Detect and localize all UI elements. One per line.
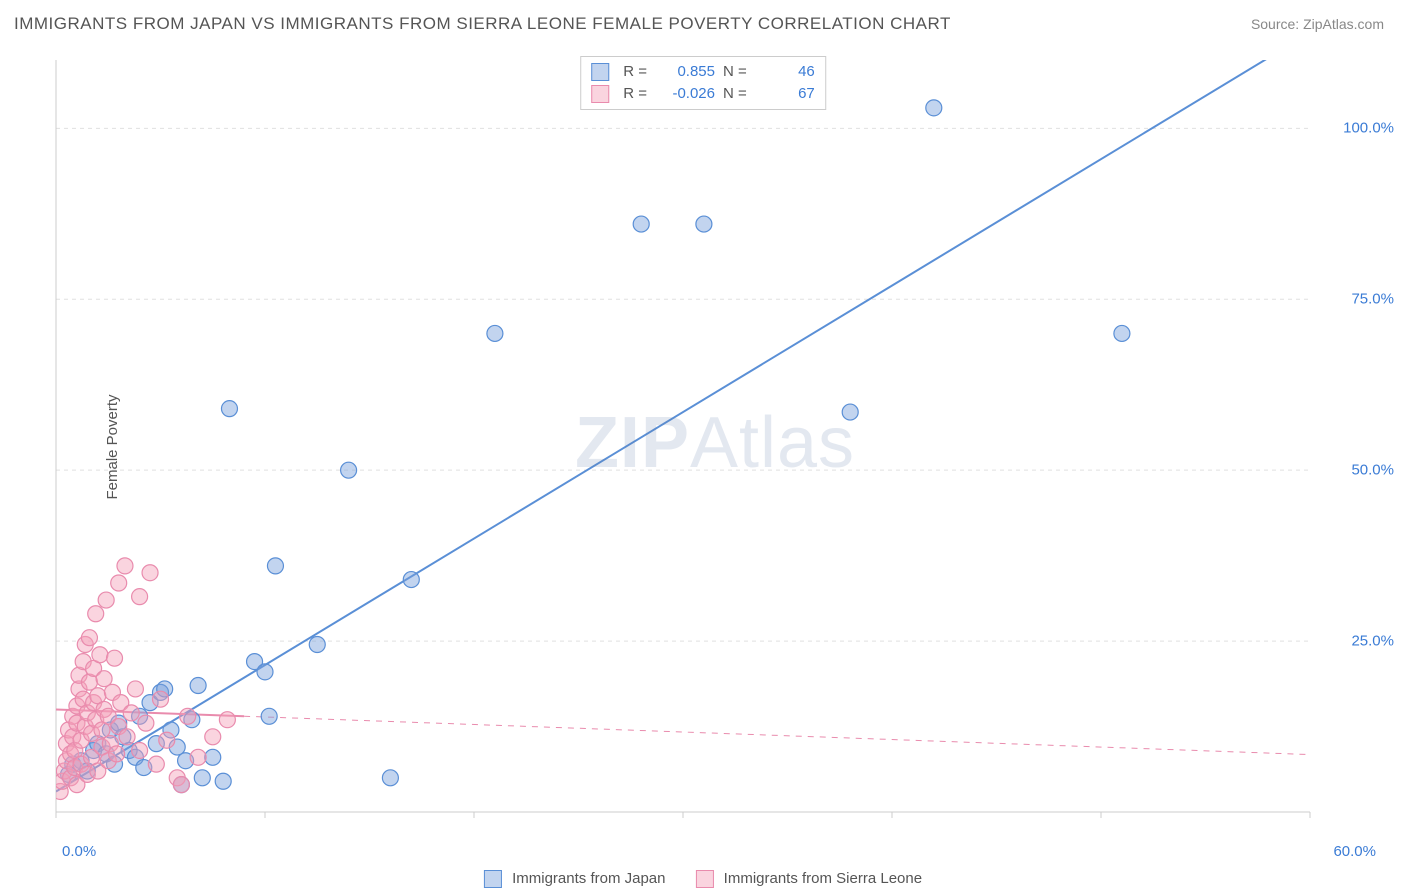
y-tick-label: 25.0% xyxy=(1351,633,1394,650)
scatter-plot: Female Poverty ZIPAtlas xyxy=(50,52,1380,842)
stats-row: R = -0.026 N = 67 xyxy=(591,83,815,105)
swatch xyxy=(591,63,609,81)
stats-legend: R = 0.855 N = 46 R = -0.026 N = 67 xyxy=(580,56,826,110)
legend-item: Immigrants from Japan xyxy=(484,870,666,888)
r-label: R = xyxy=(623,61,647,83)
n-value: 67 xyxy=(755,83,815,105)
y-tick-label: 50.0% xyxy=(1351,462,1394,479)
swatch xyxy=(484,870,502,888)
legend-item: Immigrants from Sierra Leone xyxy=(695,870,922,888)
stats-row: R = 0.855 N = 46 xyxy=(591,61,815,83)
x-tick-label: 60.0% xyxy=(1333,843,1376,860)
y-tick-label: 75.0% xyxy=(1351,291,1394,308)
chart-title: IMMIGRANTS FROM JAPAN VS IMMIGRANTS FROM… xyxy=(14,14,951,34)
n-label: N = xyxy=(723,61,747,83)
plot-svg xyxy=(50,52,1380,842)
swatch xyxy=(695,870,713,888)
n-label: N = xyxy=(723,83,747,105)
y-axis-label: Female Poverty xyxy=(104,394,121,499)
legend-label: Immigrants from Sierra Leone xyxy=(724,870,922,887)
r-value: 0.855 xyxy=(655,61,715,83)
x-tick-label: 0.0% xyxy=(62,843,96,860)
y-tick-label: 100.0% xyxy=(1343,120,1394,137)
legend-label: Immigrants from Japan xyxy=(512,870,665,887)
r-label: R = xyxy=(623,83,647,105)
swatch xyxy=(591,85,609,103)
n-value: 46 xyxy=(755,61,815,83)
source-attribution: Source: ZipAtlas.com xyxy=(1251,16,1384,32)
r-value: -0.026 xyxy=(655,83,715,105)
series-legend: Immigrants from Japan Immigrants from Si… xyxy=(484,870,922,888)
